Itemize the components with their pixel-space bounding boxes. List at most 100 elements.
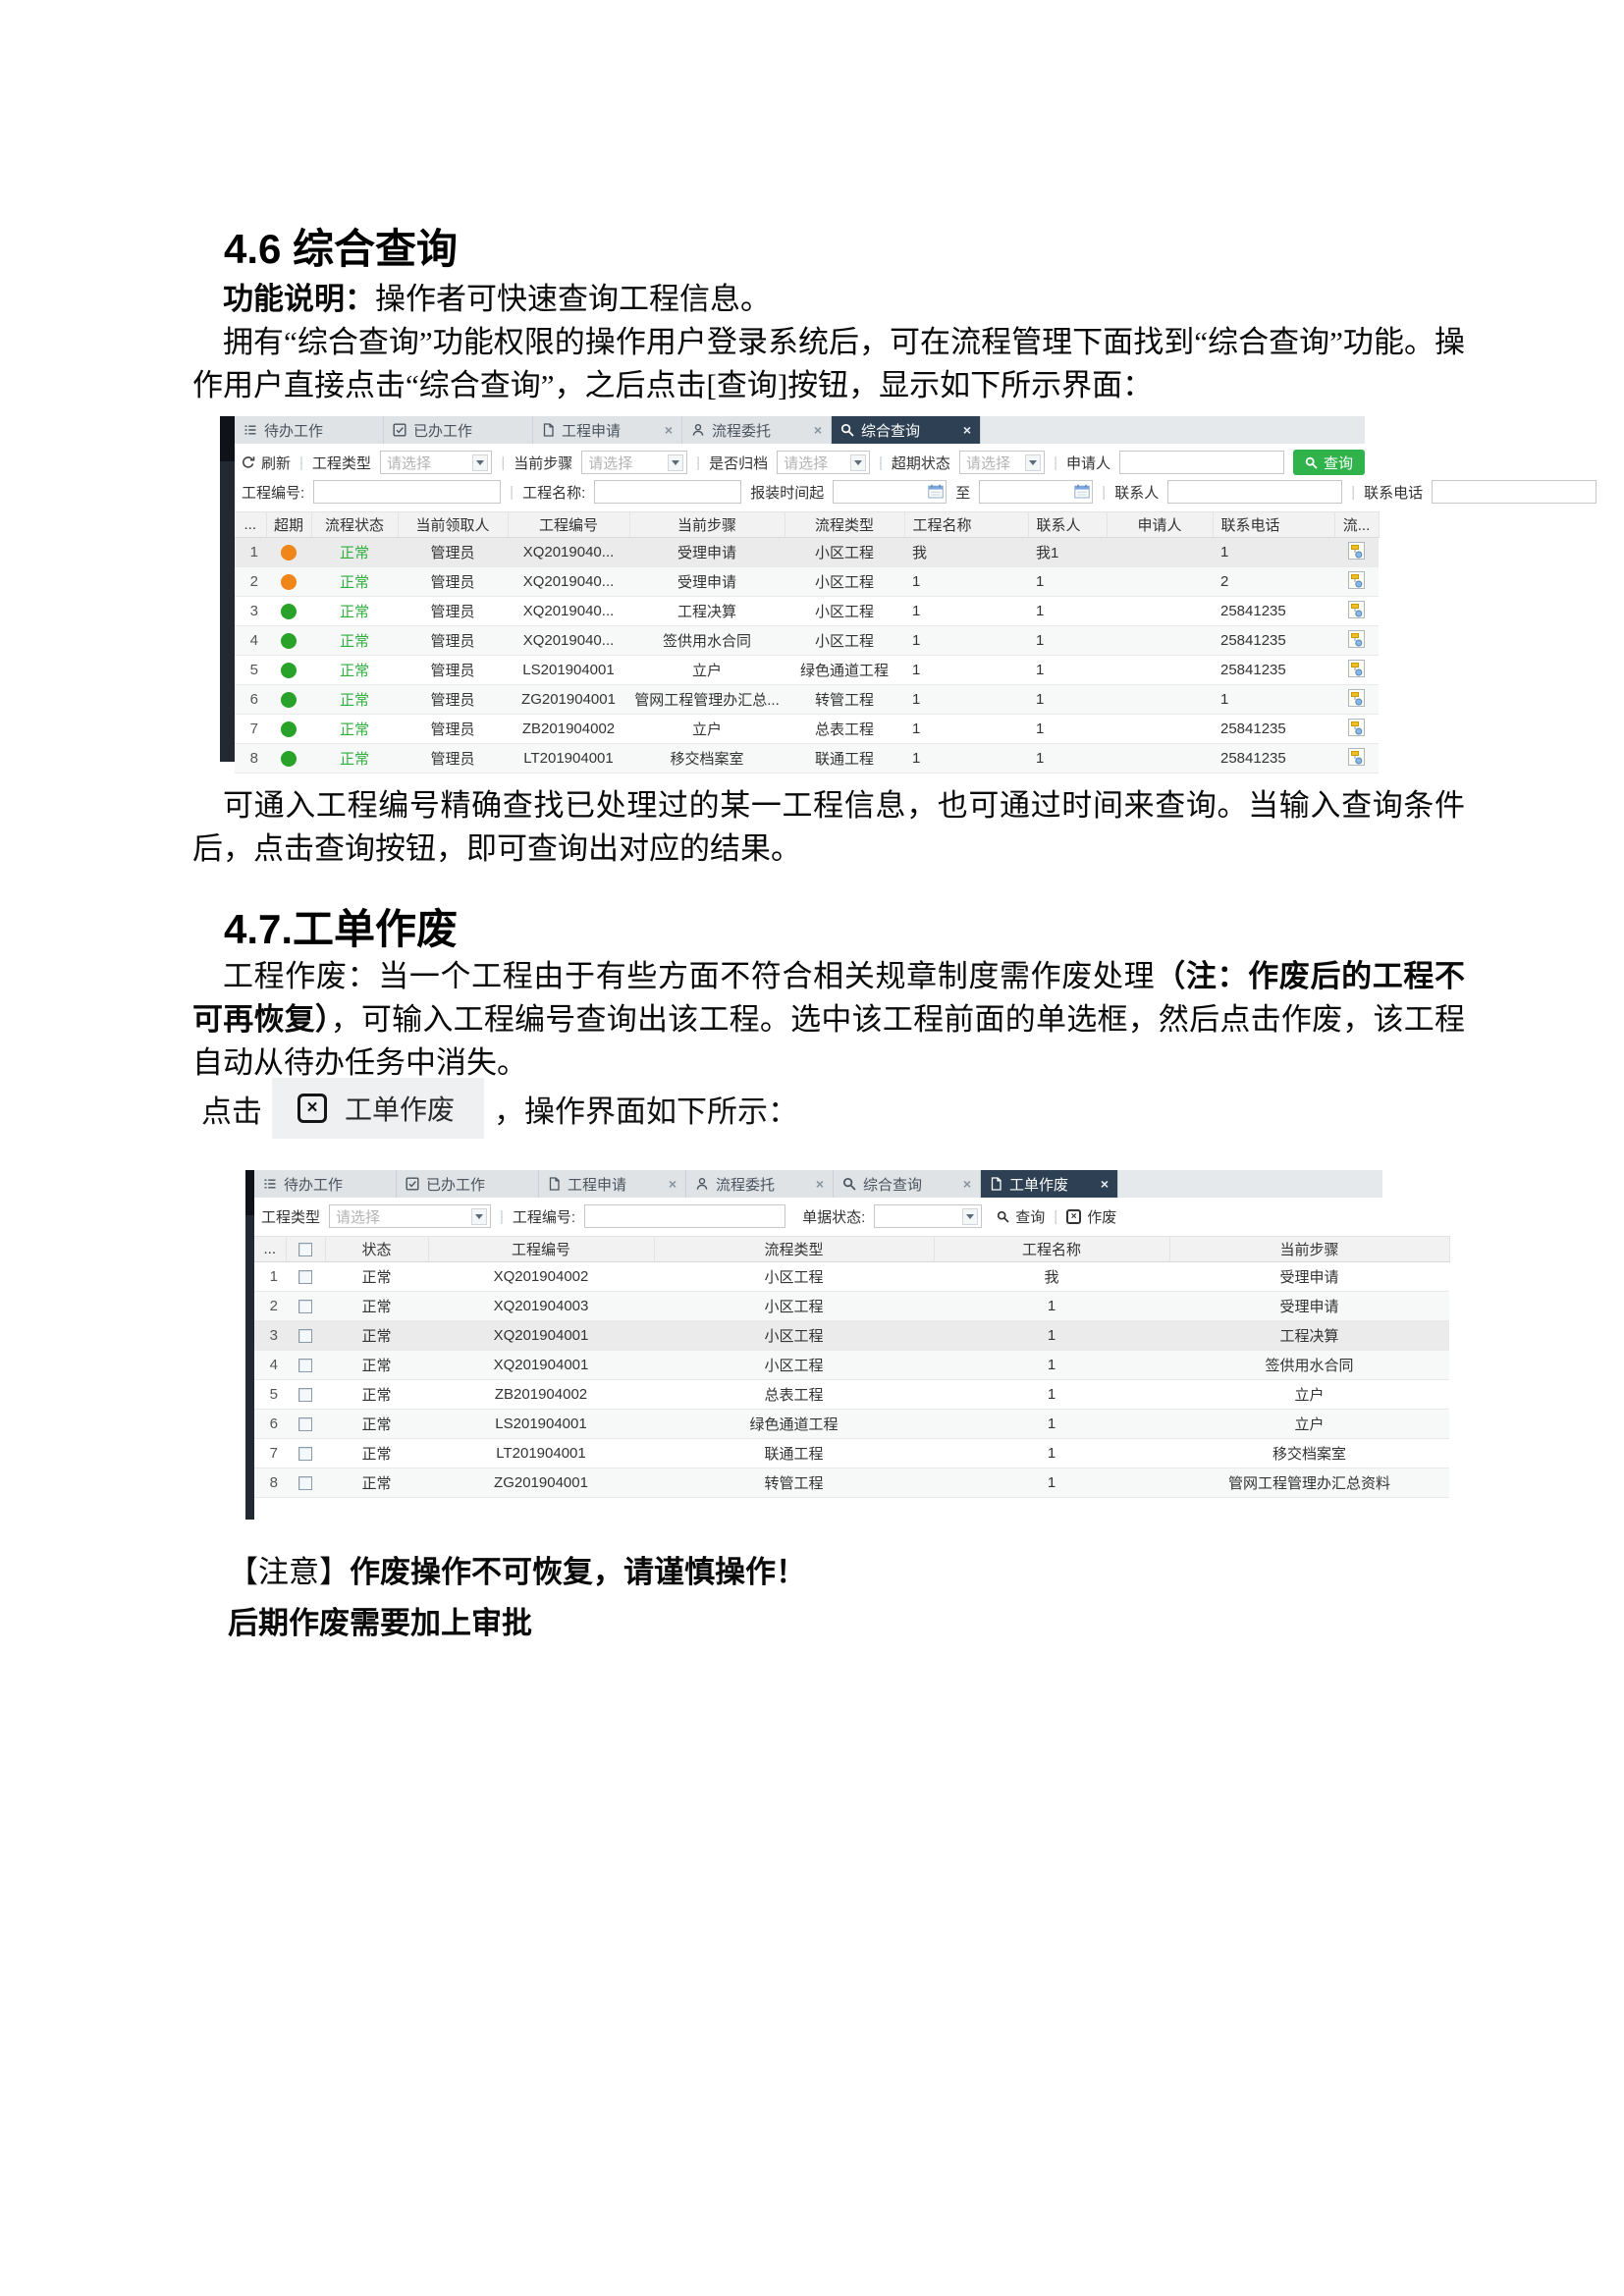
project-code: XQ201904003	[428, 1291, 654, 1321]
row-checkbox[interactable]	[298, 1300, 312, 1314]
row-checkbox[interactable]	[298, 1476, 312, 1491]
close-icon[interactable]: ×	[815, 1176, 824, 1192]
phone: 25841235	[1213, 625, 1334, 656]
project-name: 1	[904, 566, 1028, 597]
work-order-void-button[interactable]: × 工单作废	[272, 1078, 485, 1139]
col-header-flow[interactable]: 流...	[1334, 511, 1380, 538]
tab-project-apply[interactable]: 工程申请 ×	[533, 416, 682, 444]
table-row[interactable]: 7 正常 管理员 ZB201904002 立户 总表工程 1 1 2584123…	[235, 714, 1379, 744]
col-header-project-name[interactable]: 工程名称	[904, 511, 1029, 538]
col-header-current-step[interactable]: 当前步骤	[1169, 1236, 1450, 1262]
search-button[interactable]: 查询	[997, 1206, 1045, 1227]
doc-status-select[interactable]	[874, 1204, 983, 1228]
col-header-flow-type[interactable]: 流程类型	[785, 511, 905, 538]
table-row[interactable]: 8 正常 ZG201904001 转管工程 1 管网工程管理办汇总资料	[254, 1468, 1449, 1498]
contact-input[interactable]	[1167, 480, 1343, 504]
current-step: 移交档案室	[629, 743, 785, 774]
tab-comprehensive-query[interactable]: 综合查询 ×	[832, 416, 981, 444]
row-checkbox[interactable]	[298, 1359, 312, 1373]
close-icon[interactable]: ×	[962, 1176, 971, 1192]
project-type-select[interactable]: 请选择	[329, 1204, 492, 1228]
project-name: 1	[934, 1350, 1169, 1380]
col-header-applicant[interactable]: 申请人	[1107, 511, 1214, 538]
row-checkbox[interactable]	[298, 1270, 312, 1285]
table-row[interactable]: 5 正常 管理员 LS201904001 立户 绿色通道工程 1 1 25841…	[235, 655, 1379, 685]
col-header: ...	[235, 511, 267, 538]
row-checkbox[interactable]	[298, 1388, 312, 1403]
archived-select[interactable]: 请选择	[777, 451, 871, 474]
calendar-icon[interactable]	[1074, 484, 1090, 503]
overdue-dot-icon	[281, 574, 297, 591]
close-icon[interactable]: ×	[962, 422, 971, 438]
close-icon[interactable]: ×	[664, 422, 673, 438]
project-code-input[interactable]	[313, 480, 502, 504]
feature-desc-label: 功能说明：	[223, 282, 375, 316]
tab-flow-delegate[interactable]: 流程委托 ×	[686, 1170, 834, 1198]
table-row[interactable]: 3 正常 XQ201904001 小区工程 1 工程决算	[254, 1320, 1449, 1351]
person-icon	[692, 423, 704, 436]
overdue-status-select[interactable]: 请选择	[958, 451, 1046, 474]
col-header-flow-type[interactable]: 流程类型	[654, 1236, 935, 1262]
close-icon[interactable]: ×	[1100, 1176, 1109, 1192]
table-header-row: ... 超期 流程状态 当前领取人 工程编号 当前步骤 流程类型 工程名称 联系…	[235, 511, 1380, 538]
tab-work-order-void[interactable]: 工单作废 ×	[981, 1170, 1118, 1198]
project-name-input[interactable]	[594, 480, 742, 504]
table-row[interactable]: 1 正常 XQ201904002 小区工程 我 受理申请	[254, 1261, 1449, 1292]
close-icon[interactable]: ×	[813, 422, 822, 438]
search-button[interactable]: 查询	[1292, 450, 1365, 475]
col-header-phone[interactable]: 联系电话	[1213, 511, 1335, 538]
col-header-overdue[interactable]: 超期	[266, 511, 312, 538]
col-header-project-code[interactable]: 工程编号	[428, 1236, 655, 1262]
tab-todo-work[interactable]: 待办工作	[235, 416, 384, 444]
applicant	[1107, 743, 1213, 774]
table-row[interactable]: 6 正常 管理员 ZG201904001 管网工程管理办汇总... 转管工程 1…	[235, 684, 1379, 715]
tab-done-work[interactable]: 已办工作	[384, 416, 533, 444]
overdue-dot-icon	[281, 692, 297, 709]
table-row[interactable]: 2 正常 XQ201904003 小区工程 1 受理申请	[254, 1291, 1449, 1321]
tab-bar: 待办工作 已办工作 工程申请 × 流程委托 ×	[254, 1170, 1382, 1198]
table-row[interactable]: 6 正常 LS201904001 绿色通道工程 1 立户	[254, 1409, 1449, 1439]
table-row[interactable]: 7 正常 LT201904001 联通工程 1 移交档案室	[254, 1438, 1449, 1468]
date-from-input[interactable]	[833, 480, 947, 504]
row-checkbox[interactable]	[298, 1329, 312, 1344]
refresh-button[interactable]: 刷新	[242, 453, 291, 473]
close-icon[interactable]: ×	[668, 1176, 677, 1192]
col-header-status[interactable]: 状态	[325, 1236, 429, 1262]
contact: 我1	[1028, 537, 1107, 567]
current-step: 受理申请	[629, 537, 785, 567]
table-row[interactable]: 4 正常 XQ201904001 小区工程 1 签供用水合同	[254, 1350, 1449, 1380]
phone-input[interactable]	[1432, 480, 1597, 504]
contact: 1	[1028, 625, 1107, 656]
project-type-select[interactable]: 请选择	[379, 451, 493, 474]
tab-comprehensive-query[interactable]: 综合查询 ×	[834, 1170, 981, 1198]
calendar-icon[interactable]	[928, 484, 944, 503]
col-header-project-name[interactable]: 工程名称	[934, 1236, 1170, 1262]
tab-todo-work[interactable]: 待办工作	[254, 1170, 397, 1198]
table-row[interactable]: 3 正常 管理员 XQ2019040... 工程决算 小区工程 1 1 2584…	[235, 596, 1379, 626]
table-row[interactable]: 5 正常 ZB201904002 总表工程 1 立户	[254, 1379, 1449, 1410]
col-header-flow-status[interactable]: 流程状态	[311, 511, 399, 538]
tab-done-work[interactable]: 已办工作	[397, 1170, 539, 1198]
document-icon	[543, 423, 554, 437]
table-row[interactable]: 8 正常 管理员 LT201904001 移交档案室 联通工程 1 1 2584…	[235, 743, 1379, 774]
tab-project-apply[interactable]: 工程申请 ×	[539, 1170, 686, 1198]
document-icon	[991, 1177, 1001, 1191]
tab-flow-delegate[interactable]: 流程委托 ×	[682, 416, 832, 444]
applicant-input[interactable]	[1118, 451, 1284, 474]
date-to-input[interactable]	[979, 480, 1094, 504]
select-all-checkbox[interactable]	[298, 1243, 312, 1257]
row-checkbox[interactable]	[298, 1417, 312, 1432]
table-row[interactable]: 4 正常 管理员 XQ2019040... 签供用水合同 小区工程 1 1 25…	[235, 625, 1379, 656]
project-code-input[interactable]	[584, 1204, 786, 1228]
row-number: 2	[254, 1291, 286, 1321]
col-header-current-owner[interactable]: 当前领取人	[398, 511, 509, 538]
current-step: 移交档案室	[1169, 1438, 1449, 1468]
col-header-current-step[interactable]: 当前步骤	[629, 511, 785, 538]
col-header-contact[interactable]: 联系人	[1028, 511, 1108, 538]
col-header-project-code[interactable]: 工程编号	[508, 511, 630, 538]
table-row[interactable]: 2 正常 管理员 XQ2019040... 受理申请 小区工程 1 1 2	[235, 566, 1379, 597]
table-row[interactable]: 1 正常 管理员 XQ2019040... 受理申请 小区工程 我 我1 1	[235, 537, 1379, 567]
current-step-select[interactable]: 请选择	[581, 451, 688, 474]
void-button[interactable]: × 作废	[1066, 1206, 1116, 1227]
row-checkbox[interactable]	[298, 1447, 312, 1462]
